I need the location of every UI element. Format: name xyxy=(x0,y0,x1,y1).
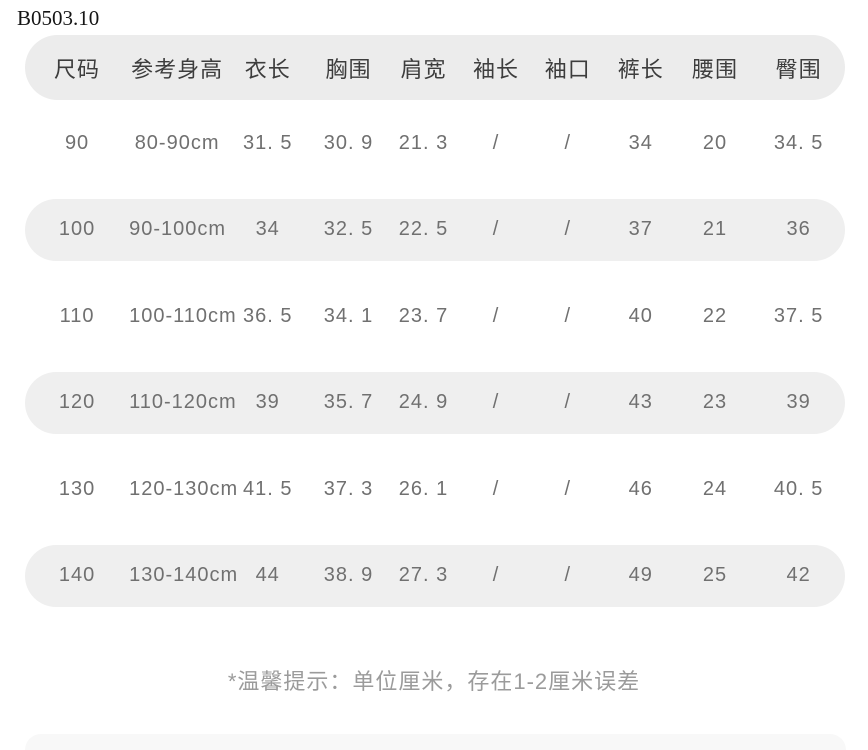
table-cell: 120-130cm xyxy=(129,477,239,500)
column-header-shoulder-width: 肩宽 xyxy=(400,56,447,82)
table-cell: 40. 5 xyxy=(773,477,824,500)
unit-note-text: *温馨提示：单位厘米，存在1-2厘米误差 xyxy=(227,669,641,694)
table-cell: 27. 3 xyxy=(398,564,449,587)
table-cell: / xyxy=(492,391,500,414)
table-cell: 42 xyxy=(786,564,811,587)
column-header-hip: 臀围 xyxy=(775,56,822,82)
column-header-garment-length: 衣长 xyxy=(244,56,291,82)
size-chart-table: 尺码 参考身高 衣长 胸围 肩宽 袖长 袖口 裤长 腰围 臀围 90 80-90c… xyxy=(25,35,845,619)
table-cell: 130-140cm xyxy=(129,564,239,587)
table-cell: 20 xyxy=(702,131,728,154)
table-cell: 23 xyxy=(702,391,728,414)
table-row: 110 100-110cm 36. 5 34. 1 23. 7 / / 40 22 37. 5 xyxy=(25,273,845,360)
table-cell: 140 xyxy=(58,564,96,587)
table-cell: 41. 5 xyxy=(242,477,293,500)
table-cell: 25 xyxy=(702,564,728,587)
table-cell: 34 xyxy=(628,131,653,154)
table-row: 140 130-140cm 44 38. 9 27. 3 / / 49 25 42 xyxy=(25,533,845,620)
table-cell: 90-100cm xyxy=(129,218,227,241)
table-cell: 90 xyxy=(64,131,90,154)
table-cell: / xyxy=(564,218,572,241)
table-row: 130 120-130cm 41. 5 37. 3 26. 1 / / 46 24 40. 5 xyxy=(25,446,845,533)
table-cell: 37 xyxy=(628,218,653,241)
table-cell: / xyxy=(492,564,500,587)
table-cell: 24 xyxy=(702,477,728,500)
table-cell: / xyxy=(492,304,500,327)
table-cell: 36 xyxy=(786,218,811,241)
table-cell: 110 xyxy=(59,304,95,327)
table-row: 90 80-90cm 31. 5 30. 9 21. 3 / / 34 20 34. 5 xyxy=(25,100,845,187)
table-cell: 46 xyxy=(628,477,653,500)
table-cell: 36. 5 xyxy=(242,304,293,327)
table-cell: / xyxy=(492,477,500,500)
table-cell: 24. 9 xyxy=(398,391,449,414)
table-cell: / xyxy=(564,564,572,587)
column-header-pants-length: 裤长 xyxy=(617,56,664,82)
table-cell: 110-120cm xyxy=(129,391,237,414)
column-header-ref-height: 参考身高 xyxy=(131,56,224,82)
table-cell: 34. 5 xyxy=(773,131,824,154)
column-header-size: 尺码 xyxy=(54,56,101,82)
table-row: 120 110-120cm 39 35. 7 24. 9 / / 43 23 39 xyxy=(25,360,845,447)
table-cell: 40 xyxy=(628,304,653,327)
table-row: 100 90-100cm 34 32. 5 22. 5 / / 37 21 36 xyxy=(25,187,845,274)
table-cell: 43 xyxy=(628,391,653,414)
table-header-row: 尺码 参考身高 衣长 胸围 肩宽 袖长 袖口 裤长 腰围 臀围 xyxy=(25,35,845,100)
table-cell: 32. 5 xyxy=(323,218,374,241)
column-header-chest: 胸围 xyxy=(325,56,372,82)
table-cell: 30. 9 xyxy=(323,131,374,154)
column-header-sleeve-length: 袖长 xyxy=(473,56,520,82)
table-cell: 35. 7 xyxy=(323,391,374,414)
table-cell: 21 xyxy=(702,218,728,241)
table-cell: 22 xyxy=(702,304,728,327)
table-cell: 34 xyxy=(255,218,280,241)
table-cell: / xyxy=(564,477,572,500)
table-cell: 44 xyxy=(255,564,280,587)
table-cell: / xyxy=(564,391,572,414)
table-cell: / xyxy=(564,304,572,327)
table-cell: 38. 9 xyxy=(323,564,374,587)
table-cell: 37. 3 xyxy=(323,477,374,500)
table-cell: 34. 1 xyxy=(323,304,374,327)
column-header-waist: 腰围 xyxy=(691,56,738,82)
table-cell: / xyxy=(564,131,572,154)
table-cell: 49 xyxy=(628,564,653,587)
table-body: 90 80-90cm 31. 5 30. 9 21. 3 / / 34 20 34. 5 100 90… xyxy=(25,100,845,619)
next-section-band xyxy=(25,734,846,750)
table-cell: 21. 3 xyxy=(398,131,449,154)
table-cell: 39 xyxy=(786,391,811,414)
table-cell: 37. 5 xyxy=(773,304,824,327)
table-cell: / xyxy=(492,218,500,241)
table-cell: 31. 5 xyxy=(242,131,293,154)
table-cell: 80-90cm xyxy=(134,131,220,154)
table-cell: 23. 7 xyxy=(398,304,449,327)
table-cell: 39 xyxy=(255,391,280,414)
column-header-cuff: 袖口 xyxy=(544,56,591,82)
table-cell: 100 xyxy=(58,218,96,241)
product-code-label: B0503.10 xyxy=(17,6,100,30)
table-cell: 26. 1 xyxy=(398,477,449,500)
table-cell: 120 xyxy=(58,391,96,414)
table-cell: 100-110cm xyxy=(129,304,237,327)
table-cell: 22. 5 xyxy=(398,218,449,241)
table-cell: / xyxy=(492,131,500,154)
table-cell: 130 xyxy=(58,477,96,500)
